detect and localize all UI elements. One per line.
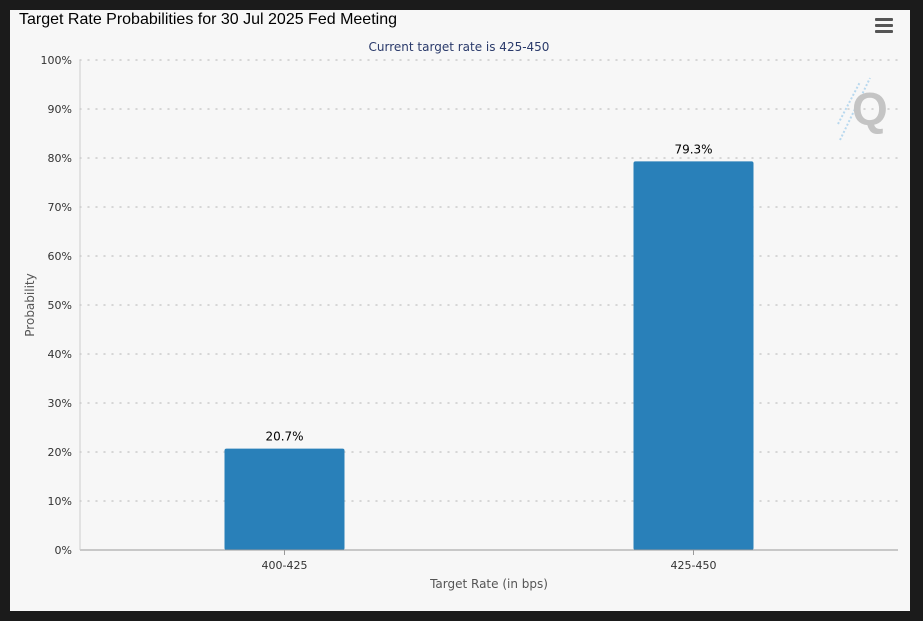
y-tick-label: 60%: [48, 250, 72, 263]
x-axis-title: Target Rate (in bps): [429, 577, 548, 591]
bar-chart: 0% 10% 20% 30% 40% 50% 60% 70% 80% 90% 100% 20.7% 7…: [23, 40, 899, 591]
x-tick-label: 400-425: [262, 559, 308, 572]
y-tick-label: 70%: [48, 201, 72, 214]
y-tick-label: 100%: [41, 54, 72, 67]
bar-400-425[interactable]: [224, 448, 345, 550]
chart-container: 0% 10% 20% 30% 40% 50% 60% 70% 80% 90% 100% 20.7% 7…: [10, 10, 910, 611]
y-axis-title: Probability: [23, 273, 37, 336]
q-logo-icon: Q: [837, 77, 888, 141]
gridlines: [79, 59, 899, 502]
y-axis-ticks: 0% 10% 20% 30% 40% 50% 60% 70% 80% 90% 100%: [41, 54, 72, 557]
y-tick-label: 80%: [48, 152, 72, 165]
svg-text:Q: Q: [852, 83, 888, 135]
bars: [224, 161, 754, 550]
y-tick-label: 50%: [48, 299, 72, 312]
y-tick-label: 90%: [48, 103, 72, 116]
y-tick-label: 0%: [55, 544, 72, 557]
y-tick-label: 40%: [48, 348, 72, 361]
y-tick-label: 10%: [48, 495, 72, 508]
y-tick-label: 20%: [48, 446, 72, 459]
data-label: 20.7%: [265, 430, 303, 444]
data-label: 79.3%: [674, 142, 712, 156]
y-tick-label: 30%: [48, 397, 72, 410]
hamburger-menu-icon[interactable]: [875, 18, 893, 34]
chart-subtitle: Current target rate is 425-450: [369, 40, 550, 54]
x-axis-ticks: 400-425 425-450: [262, 550, 717, 572]
chart-title: Target Rate Probabilities for 30 Jul 202…: [19, 11, 397, 28]
bar-425-450[interactable]: [633, 161, 754, 550]
data-labels: 20.7% 79.3%: [265, 142, 712, 443]
x-tick-label: 425-450: [671, 559, 717, 572]
